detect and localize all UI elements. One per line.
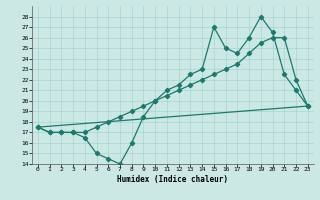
X-axis label: Humidex (Indice chaleur): Humidex (Indice chaleur) <box>117 175 228 184</box>
